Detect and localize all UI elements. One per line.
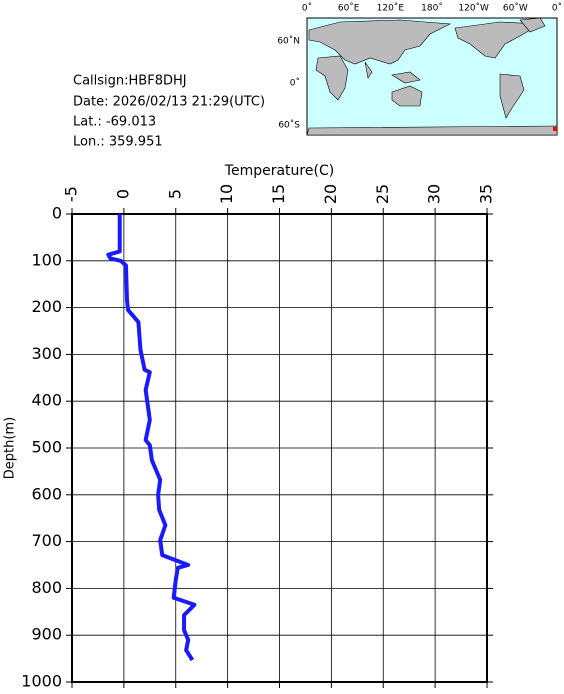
x-tick-label: 15 xyxy=(269,184,288,204)
plot-frame xyxy=(71,213,488,683)
map-lon-label: 120˚E xyxy=(377,3,405,14)
y-tick-label: 600 xyxy=(31,484,62,503)
y-tick-label: 700 xyxy=(31,531,62,550)
info-line: Date: 2026/02/13 21:29(UTC) xyxy=(73,95,265,110)
map-lon-label: 0˚ xyxy=(302,3,312,14)
y-tick-label: 0 xyxy=(52,204,62,223)
x-tick-label: 35 xyxy=(477,184,496,204)
x-tick-label: -5 xyxy=(62,186,81,202)
x-tick-label: 0 xyxy=(113,189,132,199)
map: 0˚ 60˚E 120˚E 180˚ 120˚W 60˚W 0˚ 60˚N 0˚ 60˚S xyxy=(277,3,562,136)
map-lon-label: 180˚ xyxy=(421,3,443,14)
position-marker xyxy=(553,127,557,131)
x-tick-label: 30 xyxy=(425,184,444,204)
x-tick-label: 10 xyxy=(217,184,236,204)
y-tick-label: 400 xyxy=(31,391,62,410)
y-tick-label: 1000 xyxy=(21,672,62,691)
land xyxy=(306,17,558,136)
y-tick-label: 300 xyxy=(31,344,62,363)
info-line: Lon.: 359.951 xyxy=(73,135,163,150)
map-lat-label: 60˚N xyxy=(277,36,300,47)
info-line: Callsign:HBF8DHJ xyxy=(73,74,187,89)
y-tick-label: 100 xyxy=(31,250,62,269)
y-tick-label: 200 xyxy=(31,297,62,316)
y-tick-label: 800 xyxy=(31,578,62,597)
info-block: Callsign:HBF8DHJ Date: 2026/02/13 21:29(… xyxy=(73,74,265,150)
map-lon-label: 60˚W xyxy=(503,3,528,14)
x-tick-label: 5 xyxy=(165,189,184,199)
map-lat-label: 0˚ xyxy=(290,78,300,89)
map-lat-label: 60˚S xyxy=(278,120,300,131)
info-line: Lat.: -69.013 xyxy=(73,115,156,130)
y-axis-title: Depth(m) xyxy=(3,417,18,479)
y-tick-label: 900 xyxy=(31,625,62,644)
x-tick-label: 20 xyxy=(321,184,340,204)
x-axis-title: Temperature(C) xyxy=(224,163,334,179)
x-tick-label: 25 xyxy=(373,184,392,204)
map-lon-label: 60˚E xyxy=(338,3,360,14)
y-tick-label: 500 xyxy=(31,438,62,457)
map-lon-label: 120˚W xyxy=(458,3,489,14)
map-lon-label: 0˚ xyxy=(552,3,562,14)
profile-line xyxy=(106,214,197,662)
